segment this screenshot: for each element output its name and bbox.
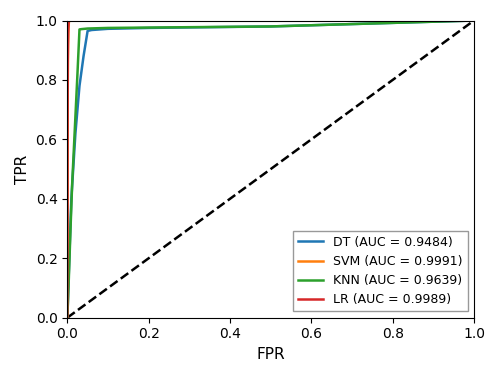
- KNN (AUC = 0.9639): [78, 27, 84, 31]
- DT (AUC = 0.9484): [268, 24, 274, 29]
- KNN (AUC = 0.9639): [69, 182, 75, 186]
- LR (AUC = 0.9989): [66, 19, 72, 23]
- Line: LR (AUC = 0.9989): LR (AUC = 0.9989): [68, 20, 474, 318]
- KNN (AUC = 0.9639): [105, 26, 111, 30]
- SVM (AUC = 0.9991): [64, 92, 70, 97]
- DT (AUC = 0.9484): [65, 292, 71, 296]
- KNN (AUC = 0.9639): [66, 262, 72, 267]
- LR (AUC = 0.9989): [68, 18, 74, 23]
- X-axis label: FPR: FPR: [256, 347, 285, 362]
- KNN (AUC = 0.9639): [268, 24, 274, 29]
- KNN (AUC = 0.9639): [64, 316, 70, 320]
- Y-axis label: TPR: TPR: [15, 155, 30, 184]
- SVM (AUC = 0.9991): [66, 26, 71, 30]
- DT (AUC = 0.9484): [97, 27, 103, 32]
- DT (AUC = 0.9484): [66, 256, 72, 261]
- DT (AUC = 0.9484): [80, 54, 86, 58]
- KNN (AUC = 0.9639): [471, 18, 477, 23]
- LR (AUC = 0.9989): [66, 22, 71, 26]
- SVM (AUC = 0.9991): [84, 18, 90, 23]
- LR (AUC = 0.9989): [64, 316, 70, 320]
- DT (AUC = 0.9484): [471, 18, 477, 23]
- SVM (AUC = 0.9991): [64, 286, 70, 290]
- DT (AUC = 0.9484): [64, 316, 70, 320]
- DT (AUC = 0.9484): [68, 196, 74, 201]
- KNN (AUC = 0.9639): [84, 26, 90, 31]
- LR (AUC = 0.9989): [64, 137, 70, 142]
- SVM (AUC = 0.9991): [471, 18, 477, 23]
- DT (AUC = 0.9484): [105, 26, 111, 31]
- KNN (AUC = 0.9639): [64, 307, 70, 311]
- LR (AUC = 0.9989): [84, 18, 90, 23]
- KNN (AUC = 0.9639): [72, 131, 78, 136]
- DT (AUC = 0.9484): [76, 84, 82, 88]
- SVM (AUC = 0.9991): [64, 196, 70, 201]
- SVM (AUC = 0.9991): [66, 18, 72, 23]
- KNN (AUC = 0.9639): [74, 72, 80, 76]
- Line: DT (AUC = 0.9484): DT (AUC = 0.9484): [68, 20, 474, 318]
- DT (AUC = 0.9484): [64, 307, 70, 311]
- Line: SVM (AUC = 0.9991): SVM (AUC = 0.9991): [68, 20, 474, 318]
- SVM (AUC = 0.9991): [65, 42, 71, 46]
- SVM (AUC = 0.9991): [268, 18, 274, 23]
- LR (AUC = 0.9989): [65, 30, 71, 35]
- LR (AUC = 0.9989): [64, 63, 70, 67]
- KNN (AUC = 0.9639): [66, 286, 71, 290]
- SVM (AUC = 0.9991): [64, 316, 70, 320]
- DT (AUC = 0.9484): [146, 26, 152, 30]
- DT (AUC = 0.9484): [88, 28, 94, 32]
- Legend: DT (AUC = 0.9484), SVM (AUC = 0.9991), KNN (AUC = 0.9639), LR (AUC = 0.9989): DT (AUC = 0.9484), SVM (AUC = 0.9991), K…: [293, 231, 468, 311]
- SVM (AUC = 0.9991): [66, 20, 72, 24]
- Line: KNN (AUC = 0.9639): KNN (AUC = 0.9639): [68, 20, 474, 318]
- LR (AUC = 0.9989): [64, 226, 70, 231]
- KNN (AUC = 0.9639): [68, 226, 73, 231]
- LR (AUC = 0.9989): [268, 18, 274, 23]
- DT (AUC = 0.9484): [84, 29, 90, 33]
- LR (AUC = 0.9989): [471, 18, 477, 23]
- DT (AUC = 0.9484): [72, 131, 78, 136]
- LR (AUC = 0.9989): [64, 292, 70, 296]
- KNN (AUC = 0.9639): [76, 27, 82, 32]
- SVM (AUC = 0.9991): [68, 18, 74, 23]
- DT (AUC = 0.9484): [64, 313, 70, 317]
